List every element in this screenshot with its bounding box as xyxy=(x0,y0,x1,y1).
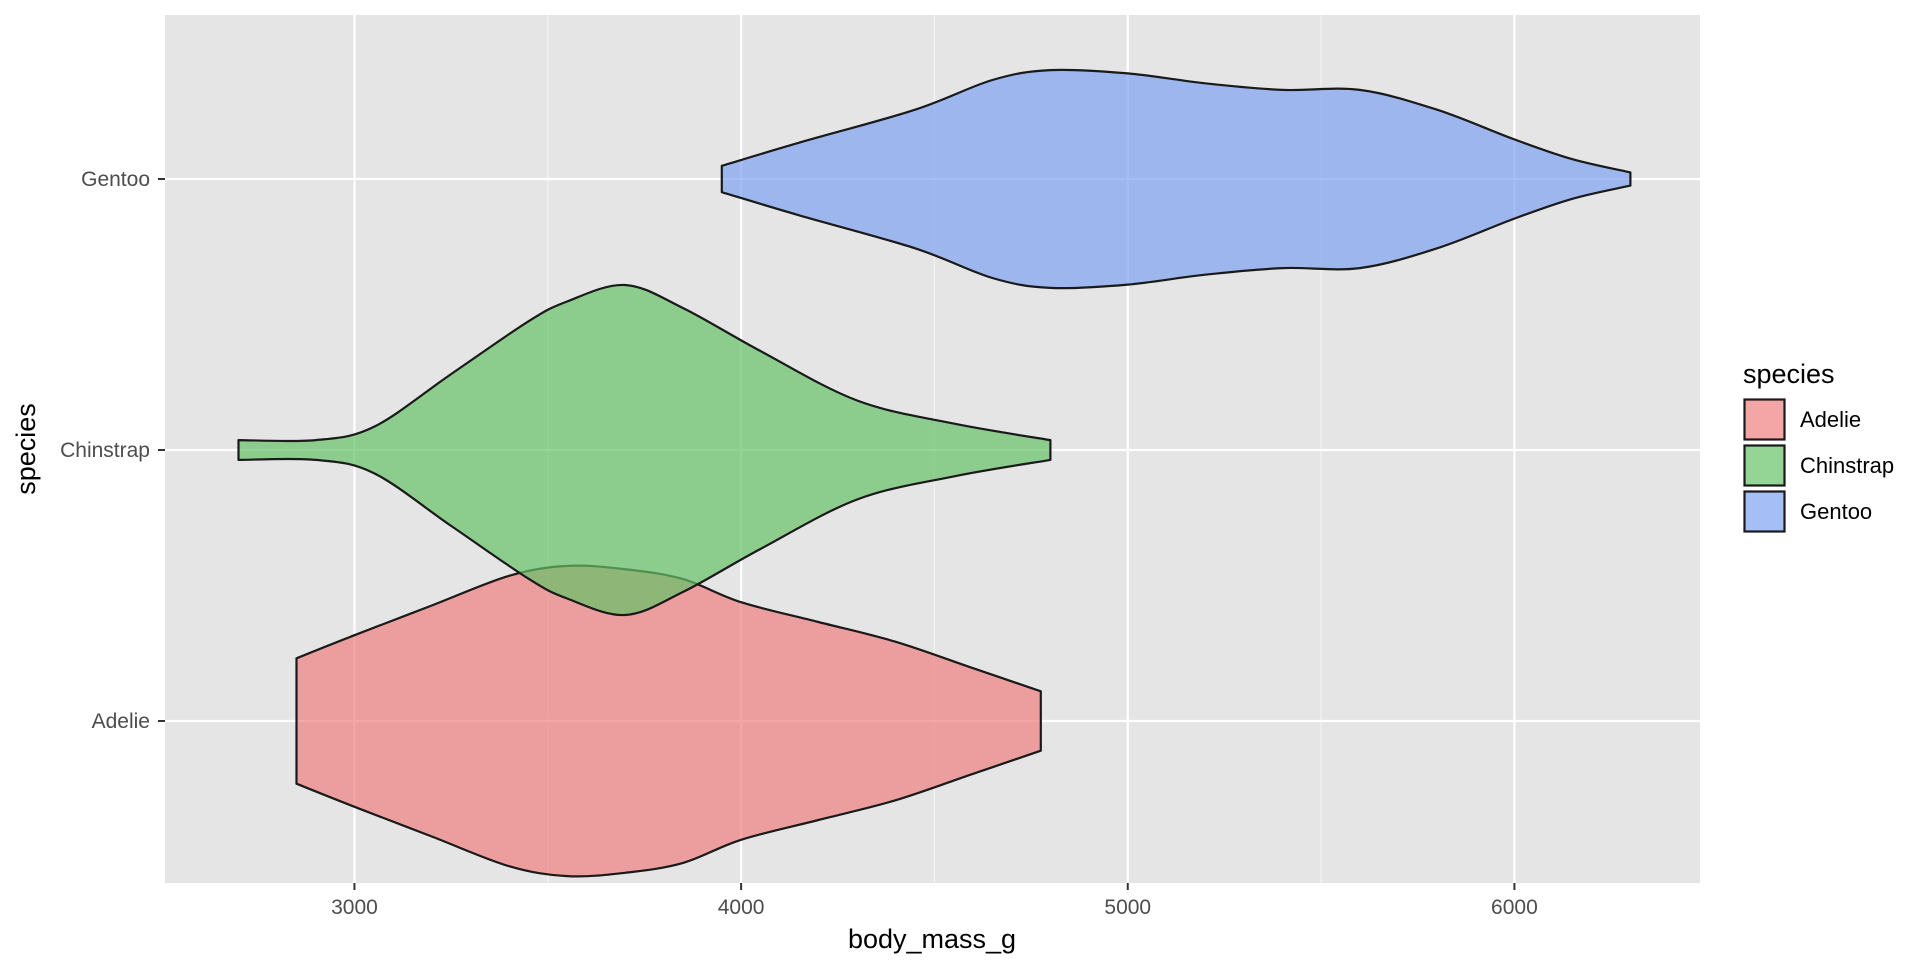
legend-label-chinstrap: Chinstrap xyxy=(1800,453,1894,478)
violin-chinstrap xyxy=(237,283,1052,617)
x-tick-label: 4000 xyxy=(718,896,765,919)
y-axis: Adelie Chinstrap Gentoo xyxy=(60,168,165,733)
legend-key-chinstrap xyxy=(1743,444,1786,487)
x-tick-label: 5000 xyxy=(1104,896,1151,919)
legend-label-gentoo: Gentoo xyxy=(1800,499,1872,524)
legend-label-adelie: Adelie xyxy=(1800,407,1861,432)
legend-key-adelie xyxy=(1743,398,1786,441)
x-tick-label: 6000 xyxy=(1491,896,1538,919)
x-tick-label: 3000 xyxy=(331,896,378,919)
y-axis-title: species xyxy=(11,403,41,495)
y-tick-label-gentoo: Gentoo xyxy=(81,168,150,191)
violin-gentoo xyxy=(720,68,1632,290)
violins xyxy=(237,68,1632,878)
x-axis: 3000 4000 5000 6000 xyxy=(331,883,1538,919)
legend-title: species xyxy=(1743,359,1835,389)
y-tick-label-chinstrap: Chinstrap xyxy=(60,439,150,462)
legend: species Adelie Chinstrap Gentoo xyxy=(1743,359,1894,533)
x-axis-title: body_mass_g xyxy=(848,924,1016,954)
y-tick-label-adelie: Adelie xyxy=(92,710,150,733)
legend-key-gentoo xyxy=(1743,490,1786,533)
